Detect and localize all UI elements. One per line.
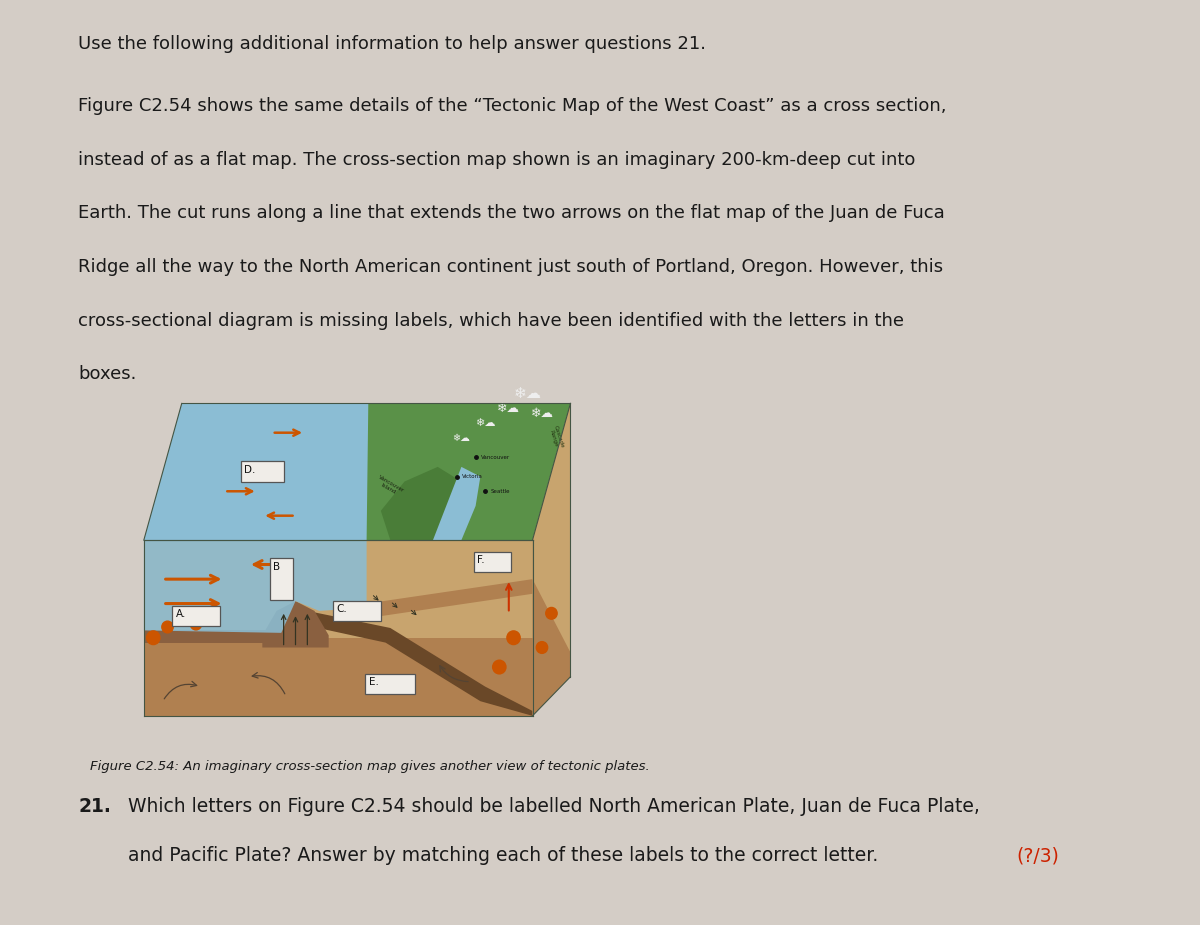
Polygon shape <box>533 403 570 652</box>
Text: A.: A. <box>175 609 186 619</box>
Polygon shape <box>367 579 533 618</box>
Polygon shape <box>295 609 533 716</box>
Text: ❄☁: ❄☁ <box>497 401 521 414</box>
Text: ❄☁: ❄☁ <box>514 386 541 401</box>
Text: ❄☁: ❄☁ <box>452 433 470 442</box>
Text: (?/3): (?/3) <box>1016 846 1060 866</box>
Text: Figure C2.54: An imaginary cross-section map gives another view of tectonic plat: Figure C2.54: An imaginary cross-section… <box>90 760 649 773</box>
Polygon shape <box>367 540 533 604</box>
Text: ❄☁: ❄☁ <box>475 418 496 428</box>
Polygon shape <box>367 403 570 540</box>
Text: 21.: 21. <box>78 797 110 817</box>
Polygon shape <box>433 467 480 540</box>
Text: B: B <box>274 561 281 572</box>
Polygon shape <box>263 601 329 647</box>
FancyBboxPatch shape <box>270 559 293 600</box>
Polygon shape <box>380 467 462 540</box>
Circle shape <box>493 660 506 673</box>
Text: Seattle: Seattle <box>491 488 510 494</box>
Circle shape <box>546 608 557 619</box>
Text: E.: E. <box>368 677 379 687</box>
Circle shape <box>191 618 202 630</box>
Polygon shape <box>533 403 570 716</box>
Circle shape <box>506 631 520 645</box>
Text: Victoria: Victoria <box>462 475 484 479</box>
Polygon shape <box>144 637 533 716</box>
Text: Figure C2.54 shows the same details of the “Tectonic Map of the West Coast” as a: Figure C2.54 shows the same details of t… <box>78 97 947 115</box>
Text: cross-sectional diagram is missing labels, which have been identified with the l: cross-sectional diagram is missing label… <box>78 312 904 329</box>
Text: ❄☁: ❄☁ <box>530 407 553 420</box>
Text: Earth. The cut runs along a line that extends the two arrows on the flat map of : Earth. The cut runs along a line that ex… <box>78 204 944 222</box>
Polygon shape <box>144 403 570 540</box>
Circle shape <box>162 622 173 633</box>
Text: Vancouver: Vancouver <box>481 454 510 460</box>
Text: Cascade
Range: Cascade Range <box>547 425 565 450</box>
Polygon shape <box>144 540 367 633</box>
FancyBboxPatch shape <box>474 552 511 573</box>
Circle shape <box>536 642 547 653</box>
Circle shape <box>146 631 160 645</box>
Polygon shape <box>144 540 533 716</box>
FancyBboxPatch shape <box>173 606 220 626</box>
FancyBboxPatch shape <box>366 673 415 695</box>
Text: Use the following additional information to help answer questions 21.: Use the following additional information… <box>78 35 706 53</box>
Text: Ridge all the way to the North American continent just south of Portland, Oregon: Ridge all the way to the North American … <box>78 258 943 276</box>
FancyBboxPatch shape <box>241 462 283 482</box>
Polygon shape <box>144 631 295 643</box>
Text: boxes.: boxes. <box>78 365 137 383</box>
Text: Vancouver
Island: Vancouver Island <box>374 475 406 499</box>
Text: C.: C. <box>337 604 348 614</box>
Text: instead of as a flat map. The cross-section map shown is an imaginary 200-km-dee: instead of as a flat map. The cross-sect… <box>78 151 916 168</box>
FancyBboxPatch shape <box>334 600 380 622</box>
Text: and Pacific Plate? Answer by matching each of these labels to the correct letter: and Pacific Plate? Answer by matching ea… <box>128 846 890 866</box>
Text: Which letters on Figure C2.54 should be labelled North American Plate, Juan de F: Which letters on Figure C2.54 should be … <box>128 797 980 817</box>
Text: D.: D. <box>245 465 256 475</box>
Text: F.: F. <box>478 555 485 565</box>
